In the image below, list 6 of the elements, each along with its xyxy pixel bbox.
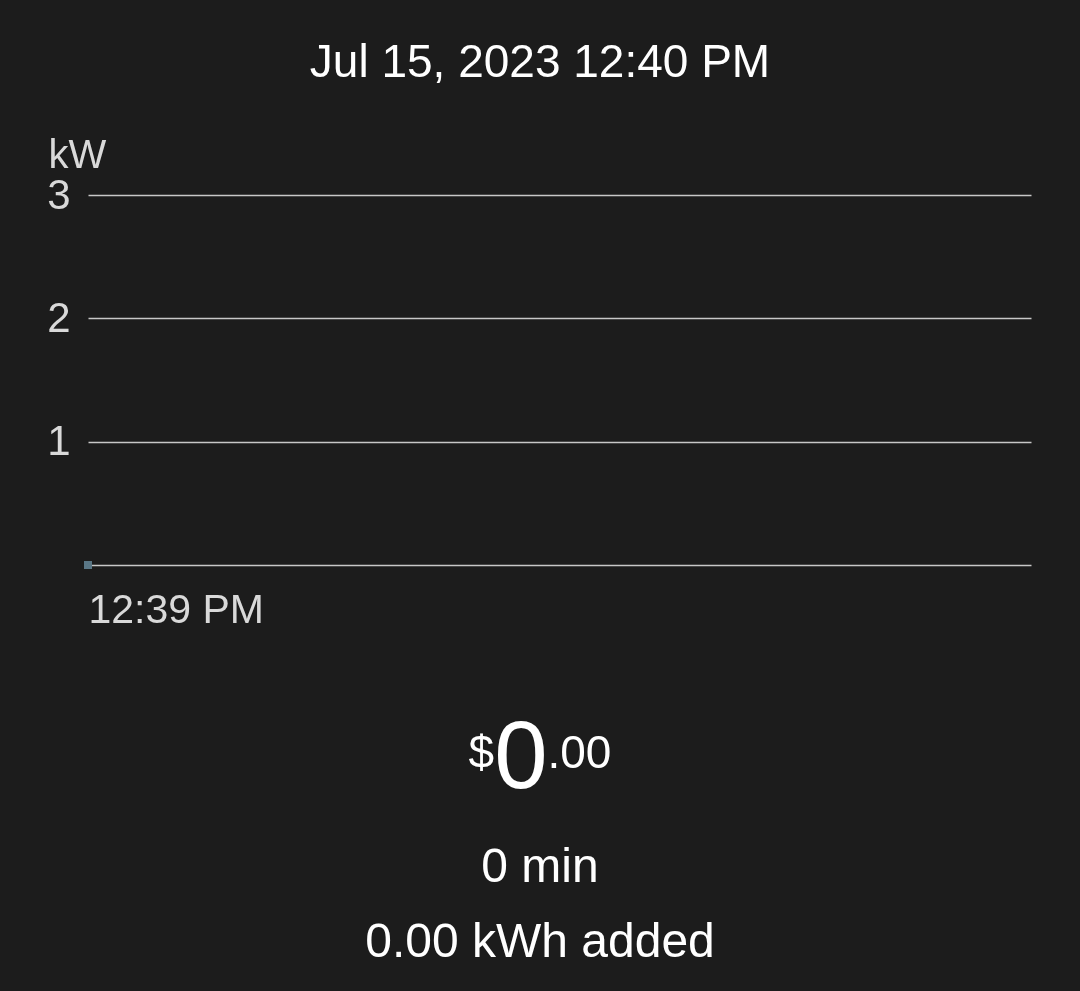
y-tick-label: 2 [47, 293, 71, 341]
x-tick-label: 12:39 PM [88, 585, 264, 632]
text: 0.00 kWh added [365, 914, 715, 967]
text: Jul 15, 2023 12:40 PM [309, 35, 771, 87]
y-tick-label: 1 [47, 417, 71, 465]
text: 0 min [481, 839, 599, 892]
